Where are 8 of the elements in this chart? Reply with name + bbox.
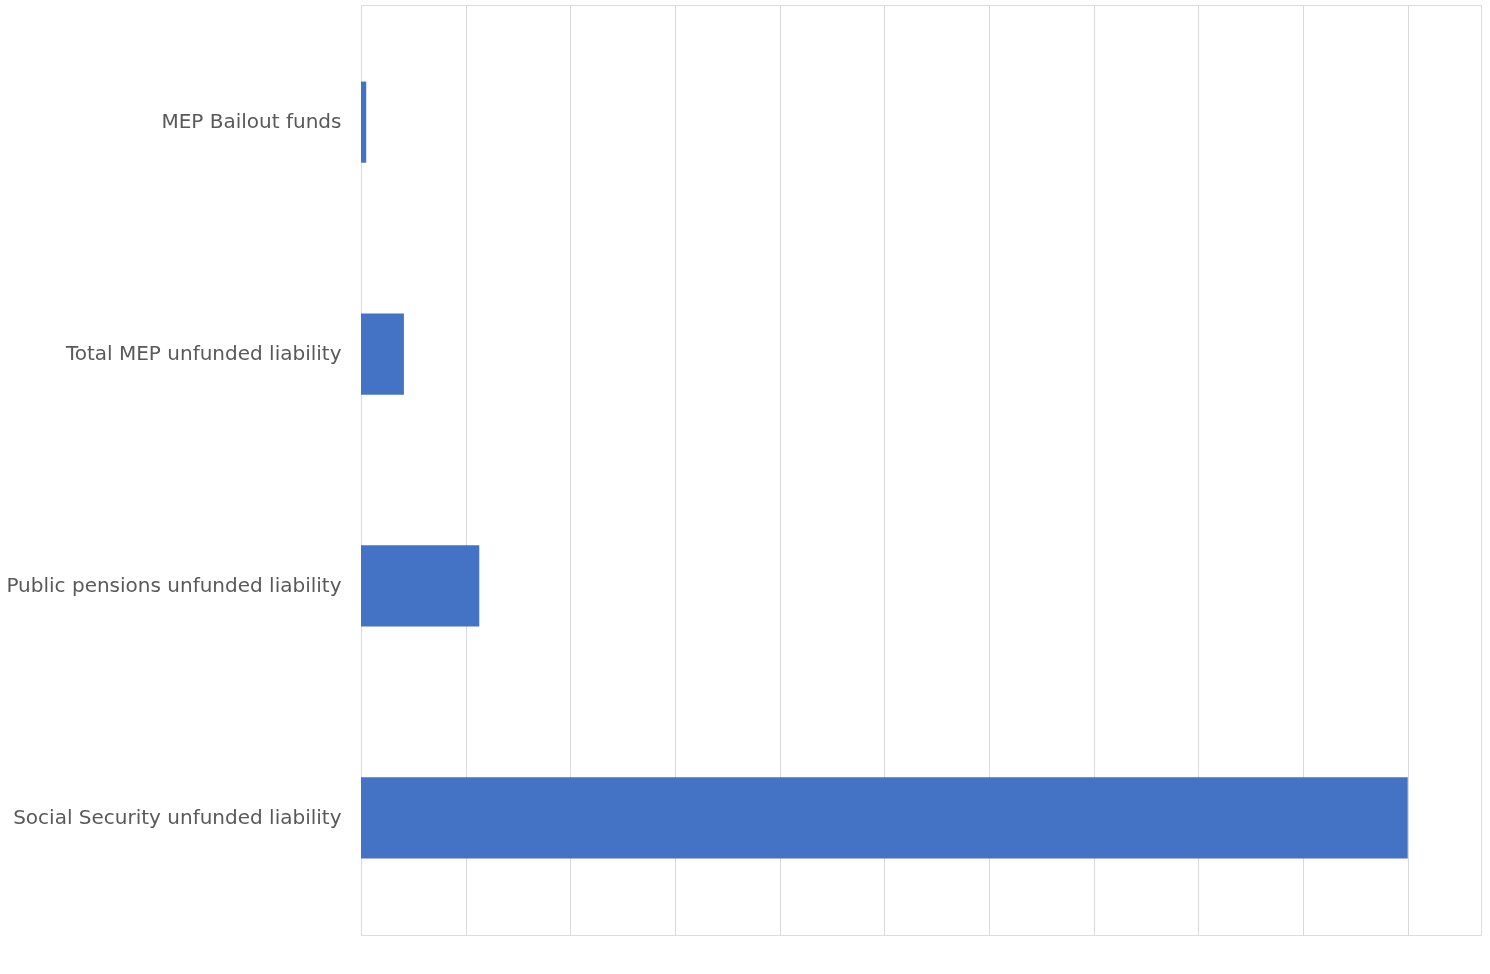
y-tick-label: MEP Bailout funds	[161, 109, 342, 134]
y-tick-label: Public pensions unfunded liability	[6, 572, 342, 597]
bar	[361, 777, 1408, 859]
bar	[361, 545, 480, 627]
bar	[361, 313, 404, 395]
bar	[361, 81, 367, 163]
y-tick-label: Total MEP unfunded liability	[64, 341, 342, 366]
y-tick-label: Social Security unfunded liability	[13, 804, 342, 829]
